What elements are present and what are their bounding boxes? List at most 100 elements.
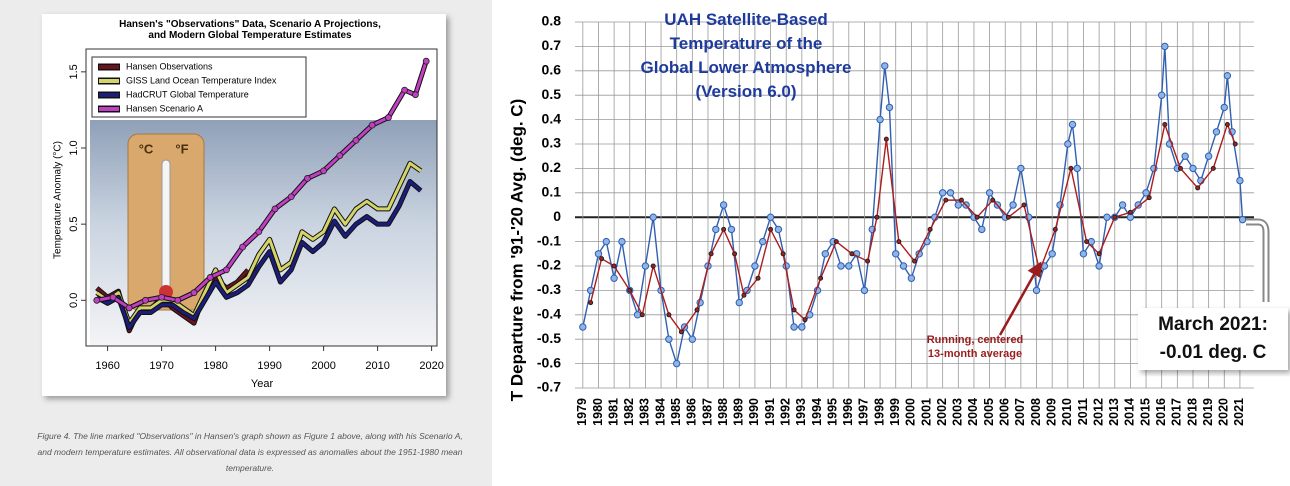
- x-axis-label: Year: [251, 378, 274, 390]
- data-point: [896, 239, 902, 245]
- data-point: [1052, 226, 1058, 232]
- data-point: [790, 323, 798, 331]
- data-point: [1212, 128, 1221, 136]
- caption: Figure 4. The line marked "Observations"…: [37, 431, 463, 473]
- y-tick-label: 0.6: [542, 62, 562, 78]
- data-point: [1195, 185, 1201, 191]
- bracket-inner: [1246, 220, 1268, 302]
- x-tick-label: 1998: [872, 398, 886, 426]
- thermometer-label: °C: [139, 141, 154, 156]
- data-point: [865, 258, 871, 264]
- data-point: [721, 226, 727, 232]
- data-point: [802, 317, 808, 323]
- x-tick-label: 2011: [1076, 398, 1090, 425]
- series-line: [589, 123, 1236, 333]
- data-point: [791, 307, 797, 313]
- x-tick-label: 2016: [1154, 398, 1168, 426]
- data-point: [732, 251, 738, 257]
- y-tick-label: 1.0: [68, 140, 80, 155]
- data-point: [892, 250, 900, 258]
- data-point: [978, 225, 986, 234]
- data-point: [927, 226, 933, 232]
- data-point: [611, 263, 617, 269]
- legend-box: [91, 56, 307, 118]
- data-point: [384, 114, 392, 121]
- x-tick-label: 1999: [888, 398, 902, 426]
- data-point: [1220, 103, 1228, 112]
- data-point: [1068, 165, 1074, 171]
- x-tick-label: 2013: [1107, 398, 1121, 426]
- data-point: [93, 296, 101, 304]
- data-point: [1112, 214, 1118, 220]
- y-tick-label: 0.2: [542, 159, 562, 175]
- data-point: [688, 335, 697, 343]
- data-point: [1210, 165, 1216, 171]
- data-point: [1161, 42, 1169, 51]
- x-tick-label: 1990: [257, 360, 281, 372]
- data-point: [190, 289, 198, 297]
- annotation: Running, centered 13-month average: [926, 334, 1024, 360]
- data-point: [401, 86, 409, 94]
- data-point: [1127, 209, 1133, 215]
- x-tick-label: 2018: [1185, 398, 1199, 426]
- y-tick-label: 0.8: [542, 13, 562, 29]
- data-point: [974, 214, 980, 220]
- y-tick-label: 0.7: [542, 37, 562, 53]
- data-point: [759, 237, 767, 246]
- thermometer-label: °F: [175, 141, 188, 156]
- x-tick-label: 2003: [951, 398, 965, 426]
- data-point: [672, 359, 681, 368]
- data-point: [907, 274, 916, 282]
- data-point: [768, 226, 774, 232]
- x-tick-label: 1985: [669, 398, 683, 426]
- data-point: [876, 115, 884, 124]
- x-tick-label: 2020: [419, 360, 443, 372]
- x-tick-label: 1997: [857, 398, 871, 426]
- data-point: [837, 262, 845, 270]
- x-tick-label: 1986: [685, 398, 699, 426]
- y-tick-label: -0.2: [537, 257, 561, 273]
- data-point: [174, 296, 182, 304]
- data-point: [1103, 213, 1111, 221]
- x-tick-label: 2010: [1060, 398, 1074, 426]
- data-point: [1126, 213, 1135, 221]
- data-point: [1009, 201, 1017, 209]
- data-point: [588, 300, 594, 306]
- data-point: [599, 256, 605, 262]
- data-point: [1162, 121, 1168, 127]
- x-tick-label: 2001: [919, 398, 933, 426]
- data-point: [336, 152, 344, 160]
- y-tick-label: 0.3: [542, 135, 562, 151]
- data-point: [1223, 71, 1232, 80]
- data-point: [741, 292, 747, 298]
- data-point: [751, 262, 759, 270]
- data-point: [943, 197, 949, 203]
- y-tick-label: 0.5: [542, 86, 562, 102]
- y-tick-label: -0.6: [537, 354, 561, 370]
- data-point: [1096, 251, 1102, 257]
- y-tick-label: 0.0: [68, 293, 80, 308]
- data-point: [594, 250, 603, 258]
- y-tick-label: -0.3: [537, 281, 561, 297]
- data-point: [694, 307, 700, 313]
- data-point: [287, 193, 295, 201]
- data-point: [727, 225, 736, 234]
- data-point: [860, 286, 869, 295]
- data-point: [899, 262, 908, 270]
- data-point: [938, 189, 947, 197]
- data-point: [627, 287, 633, 293]
- y-tick-label: 1.5: [68, 64, 80, 79]
- data-point: [639, 312, 645, 318]
- plot-frame: [85, 48, 438, 347]
- y-tick-label: -0.4: [537, 306, 561, 322]
- series-line: [96, 180, 422, 330]
- data-point: [368, 121, 376, 129]
- data-point: [158, 293, 166, 301]
- x-tick-label: 2010: [365, 360, 389, 372]
- data-point: [1189, 164, 1197, 173]
- y-tick-label: -0.5: [537, 330, 561, 346]
- annotation-arrow: [998, 261, 1042, 336]
- data-point: [1204, 152, 1213, 160]
- x-tick-label: 2020: [1217, 398, 1231, 426]
